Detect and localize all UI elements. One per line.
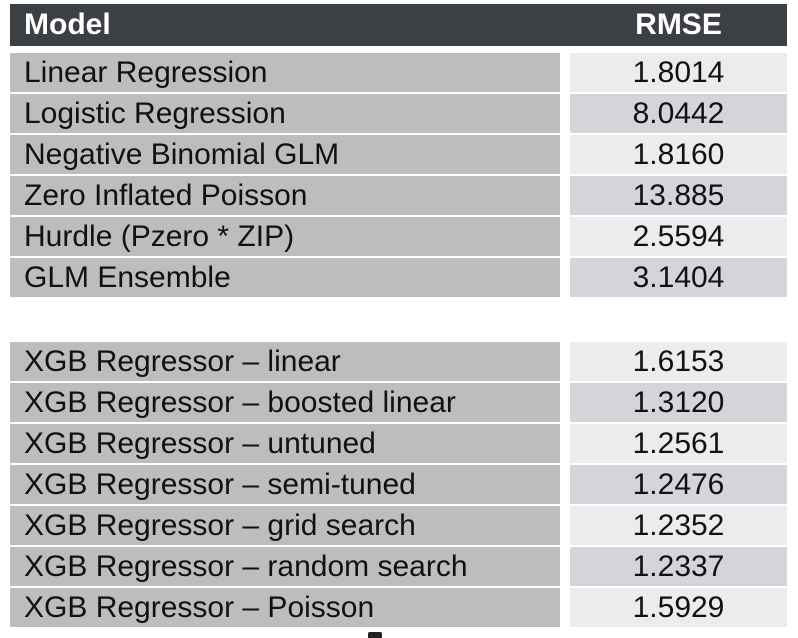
- table-row: XGB Regressor – linear 1.6153: [10, 342, 787, 381]
- model-name-cell: Zero Inflated Poisson: [10, 176, 560, 215]
- rmse-value-cell: 2.5594: [570, 217, 787, 256]
- model-name-cell: Linear Regression: [10, 53, 560, 92]
- table-row: Negative Binomial GLM 1.8160: [10, 135, 787, 174]
- model-name-cell: XGB Regressor – random search: [10, 547, 560, 586]
- model-name-cell: XGB Regressor – Poisson: [10, 588, 560, 627]
- rmse-value-cell: 1.8160: [570, 135, 787, 174]
- rmse-value-cell: 13.885: [570, 176, 787, 215]
- model-name-cell: XGB Regressor – boosted linear: [10, 383, 560, 422]
- rmse-value-cell: 3.1404: [570, 258, 787, 297]
- table-row: Hurdle (Pzero * ZIP) 2.5594: [10, 217, 787, 256]
- table-row: XGB Regressor – random search 1.2337: [10, 547, 787, 586]
- model-name-cell: XGB Regressor – linear: [10, 342, 560, 381]
- column-header-model: Model: [24, 8, 111, 41]
- model-name-cell: XGB Regressor – semi-tuned: [10, 465, 560, 504]
- model-name-cell: GLM Ensemble: [10, 258, 560, 297]
- table-row: XGB Regressor – boosted linear 1.3120: [10, 383, 787, 422]
- model-name-cell: Logistic Regression: [10, 94, 560, 133]
- rmse-value-cell: 1.3120: [570, 383, 787, 422]
- rmse-value-cell: 1.8014: [570, 53, 787, 92]
- rmse-value-cell: 1.2352: [570, 506, 787, 545]
- model-name-cell: XGB Regressor – untuned: [10, 424, 560, 463]
- table-row: Zero Inflated Poisson 13.885: [10, 176, 787, 215]
- table-row: XGB Regressor – untuned 1.2561: [10, 424, 787, 463]
- table-row: Linear Regression 1.8014: [10, 53, 787, 92]
- table-row: Logistic Regression 8.0442: [10, 94, 787, 133]
- table-row: GLM Ensemble 3.1404: [10, 258, 787, 297]
- rmse-value-cell: 8.0442: [570, 94, 787, 133]
- column-header-rmse: RMSE: [635, 8, 722, 41]
- table-row: XGB Regressor – grid search 1.2352: [10, 506, 787, 545]
- table-header: Model RMSE: [10, 4, 787, 46]
- rmse-value-cell: 1.2561: [570, 424, 787, 463]
- model-name-cell: Hurdle (Pzero * ZIP): [10, 217, 560, 256]
- rmse-value-cell: 1.2476: [570, 465, 787, 504]
- bottom-edge-marker: [368, 632, 382, 638]
- table-row: XGB Regressor – Poisson 1.5929: [10, 588, 787, 627]
- model-name-cell: Negative Binomial GLM: [10, 135, 560, 174]
- table-row: XGB Regressor – semi-tuned 1.2476: [10, 465, 787, 504]
- rmse-value-cell: 1.2337: [570, 547, 787, 586]
- rmse-value-cell: 1.5929: [570, 588, 787, 627]
- rmse-value-cell: 1.6153: [570, 342, 787, 381]
- model-name-cell: XGB Regressor – grid search: [10, 506, 560, 545]
